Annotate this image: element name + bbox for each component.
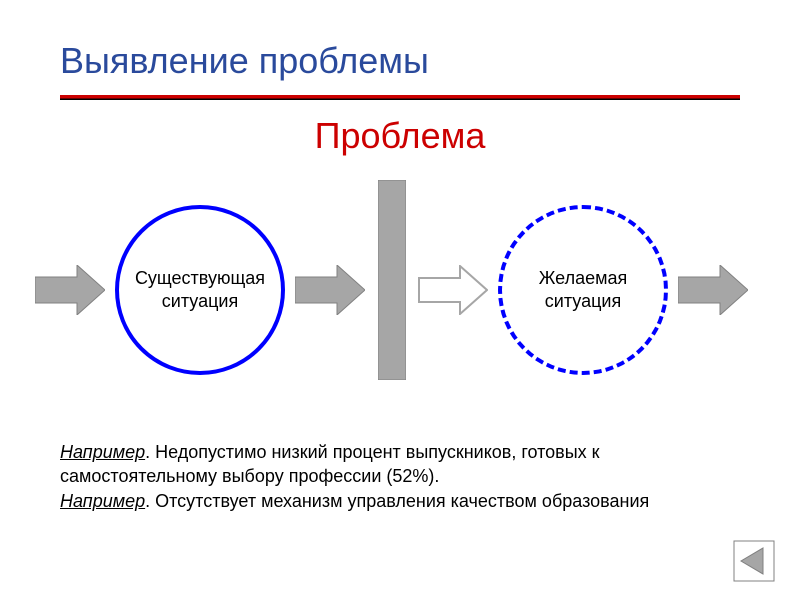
example-text-2: . Отсутствует механизм управления качест… (145, 491, 649, 511)
current-situation-label-2: ситуация (162, 290, 238, 313)
arrow-icon (295, 265, 365, 315)
title-divider (60, 95, 740, 100)
example-label: Например (60, 491, 145, 511)
arrow-icon (678, 265, 748, 315)
desired-situation-label-1: Желаемая (539, 267, 627, 290)
current-situation-label-1: Существующая (135, 267, 265, 290)
desired-situation-label-2: ситуация (545, 290, 621, 313)
flow-diagram: Существующая ситуация Желаемая ситуация (0, 180, 800, 410)
example-text-block: Например. Недопустимо низкий процент вып… (60, 440, 710, 513)
desired-situation-node: Желаемая ситуация (498, 205, 668, 375)
arrow-outline-icon (418, 265, 488, 315)
nav-back-button[interactable] (733, 540, 775, 582)
current-situation-node: Существующая ситуация (115, 205, 285, 375)
arrow-icon (35, 265, 105, 315)
barrier-shape (378, 180, 406, 380)
example-line-1: Например. Недопустимо низкий процент вып… (60, 440, 710, 489)
example-line-2: Например. Отсутствует механизм управлени… (60, 489, 710, 513)
problem-label: Проблема (315, 115, 486, 157)
slide-title: Выявление проблемы (60, 40, 429, 82)
example-label: Например (60, 442, 145, 462)
